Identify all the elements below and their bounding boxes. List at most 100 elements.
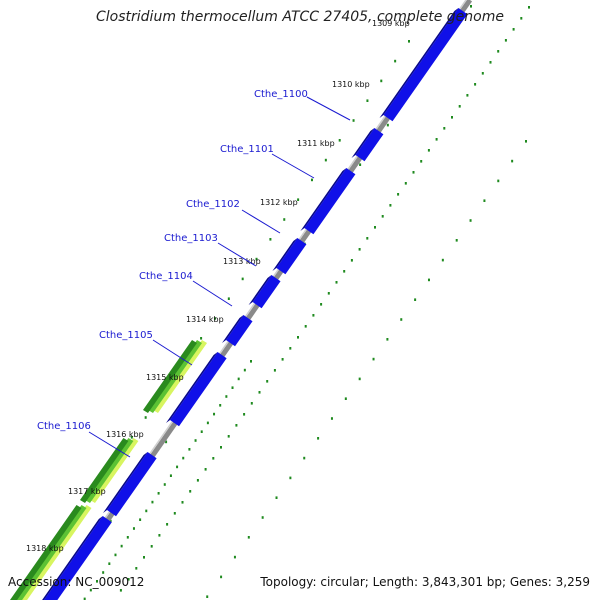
gc-dot — [169, 474, 172, 477]
tick-label: 1317 kbp — [68, 487, 106, 496]
gc-dot — [289, 476, 292, 480]
gc-dot — [83, 597, 86, 600]
gc-dot — [255, 257, 258, 261]
gc-dot — [212, 457, 215, 460]
gc-dot — [176, 465, 179, 469]
gc-dot — [455, 239, 458, 242]
gc-dot — [511, 159, 514, 163]
green-feature-band — [153, 340, 207, 413]
gc-dot — [404, 182, 407, 185]
gc-dot — [150, 545, 153, 548]
cds-block — [44, 516, 112, 600]
gene-label[interactable]: Cthe_1104 — [139, 271, 193, 282]
gc-dot — [181, 501, 184, 504]
gc-dot — [458, 105, 461, 108]
gc-dot — [273, 369, 276, 372]
gc-dot — [504, 39, 507, 42]
cds-block — [383, 8, 468, 122]
gc-dot — [109, 519, 112, 523]
gc-dot — [165, 440, 168, 444]
cds-block — [355, 128, 384, 162]
gc-dot — [381, 215, 384, 218]
gc-dot — [408, 40, 410, 43]
gc-dot — [443, 127, 446, 130]
gc-dot — [366, 237, 369, 240]
gc-dot — [380, 79, 383, 83]
gene-leader-line — [271, 153, 315, 179]
gc-dot — [481, 72, 484, 75]
gc-dot — [335, 281, 338, 284]
gc-dot — [427, 149, 430, 152]
gc-dot — [220, 575, 223, 579]
gc-dot — [258, 391, 261, 394]
gc-dot — [157, 492, 160, 495]
topology-text: Topology: circular; Length: 3,843,301 bp… — [260, 575, 590, 589]
gc-dot — [266, 380, 269, 383]
cds-block-shadow — [272, 238, 298, 271]
gc-dot — [188, 448, 191, 451]
gc-dot — [200, 337, 203, 340]
cds-block-shadow — [42, 516, 103, 600]
gc-dot — [366, 99, 369, 102]
gene-leader-line — [217, 242, 257, 267]
gc-dot — [489, 61, 492, 64]
gc-dot — [213, 412, 216, 416]
gc-dot — [358, 377, 361, 381]
cds-block-shadow — [103, 452, 148, 513]
gene-label[interactable]: Cthe_1102 — [186, 199, 240, 210]
gc-dot — [200, 430, 203, 433]
gc-dot — [386, 338, 389, 341]
green-feature-band — [148, 340, 202, 413]
gc-dot — [330, 417, 333, 420]
gc-dot — [127, 578, 130, 581]
gc-dot — [528, 6, 530, 9]
gc-dot — [233, 555, 236, 559]
gc-dot — [303, 456, 306, 460]
gc-dot — [451, 116, 453, 119]
gc-dot — [427, 278, 430, 282]
gc-dot — [261, 516, 264, 519]
gc-dot — [283, 218, 286, 221]
cds-block-shadow — [248, 275, 272, 305]
gc-dot — [194, 439, 197, 442]
gc-dot — [397, 193, 400, 196]
gene-label[interactable]: Cthe_1106 — [37, 421, 91, 432]
gc-dot — [120, 544, 123, 548]
gc-dot — [130, 436, 133, 439]
tick-marks: 1309 kbp 1310 kbp 1311 kbp 1312 kbp 1313 kbp… — [26, 19, 410, 553]
cds-block-shadow — [166, 352, 218, 423]
tick-label: 1318 kbp — [26, 544, 64, 553]
gene-label[interactable]: Cthe_1100 — [254, 89, 308, 100]
gene-labels: Cthe_1100 Cthe_1101 Cthe_1102 Cthe_1103 Cthe… — [37, 89, 351, 458]
green-feature-band — [10, 505, 82, 600]
cds-block — [170, 352, 227, 427]
gene-leader-line — [152, 339, 193, 366]
gc-dot — [163, 483, 166, 486]
gc-dot — [225, 395, 228, 398]
gc-dot — [102, 571, 105, 574]
gc-dot — [241, 277, 244, 281]
gc-dot — [275, 496, 278, 499]
gc-dot — [386, 123, 389, 127]
gc-dot — [227, 297, 230, 300]
gene-label[interactable]: Cthe_1101 — [220, 144, 274, 155]
gc-dot — [372, 357, 375, 361]
tick-label: 1310 kbp — [332, 80, 370, 89]
gc-dot — [119, 589, 122, 592]
gc-dot — [317, 437, 320, 440]
gc-dot — [243, 368, 246, 372]
gc-dot — [497, 179, 500, 183]
gc-dot — [89, 588, 92, 592]
gene-label[interactable]: Cthe_1103 — [164, 233, 218, 244]
gc-dot — [525, 140, 527, 143]
gc-dot — [108, 562, 111, 565]
gc-dot — [420, 160, 423, 163]
genome-title: Clostridium thermocellum ATCC 27405, com… — [96, 9, 504, 25]
gc-dot — [269, 238, 272, 241]
tick-label: 1311 kbp — [297, 139, 335, 148]
gc-dot — [414, 298, 417, 301]
gc-dot — [358, 248, 361, 251]
gc-dot — [289, 347, 292, 350]
gene-label[interactable]: Cthe_1105 — [99, 330, 153, 341]
gc-dot — [206, 595, 209, 598]
